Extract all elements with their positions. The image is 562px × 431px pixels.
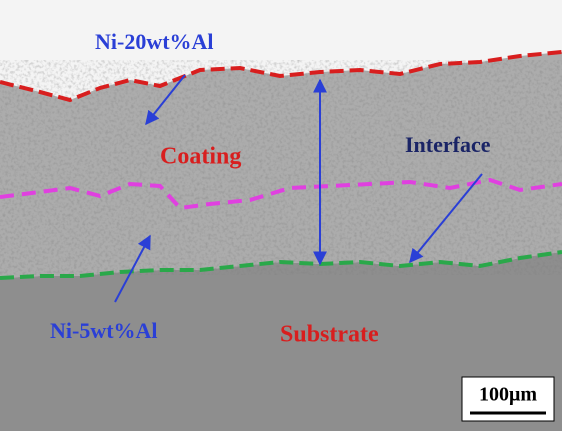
- micrograph: Ni-20wt%Al Coating Interface Ni-5wt%Al S…: [0, 0, 562, 431]
- label: Coating: [160, 144, 241, 170]
- label: Substrate: [280, 322, 379, 348]
- label: Ni-5wt%Al: [50, 318, 158, 343]
- label: Ni-20wt%Al: [95, 29, 214, 54]
- scale-bar-label: 100μm: [479, 384, 537, 406]
- label: Interface: [405, 132, 491, 157]
